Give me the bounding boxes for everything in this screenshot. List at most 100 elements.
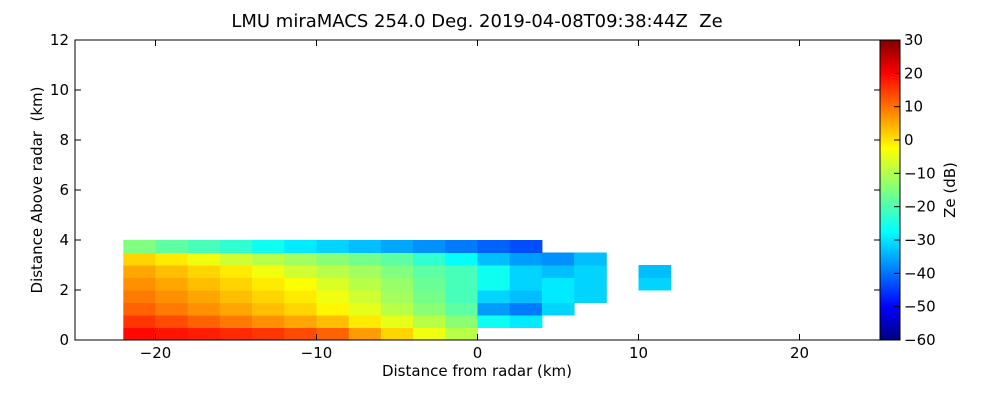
heatmap-cell bbox=[219, 277, 253, 291]
heatmap-cell bbox=[252, 240, 285, 253]
heatmap-cell bbox=[348, 240, 382, 253]
colorbar-tick-label: −10 bbox=[904, 164, 936, 182]
y-tick-label: 10 bbox=[50, 81, 69, 99]
y-axis-label: Distance Above radar (km) bbox=[28, 87, 46, 294]
colorbar-tick-label: 20 bbox=[904, 64, 923, 82]
colorbar-tick-label: −50 bbox=[904, 298, 936, 316]
heatmap-cell bbox=[445, 290, 478, 303]
heatmap-cell bbox=[123, 277, 156, 291]
x-tick-label: 20 bbox=[790, 344, 809, 362]
heatmap-cell bbox=[348, 327, 382, 341]
heatmap-cell bbox=[413, 252, 446, 266]
heatmap-cell bbox=[219, 302, 253, 316]
heatmap-cell bbox=[509, 240, 543, 253]
heatmap-cell bbox=[252, 265, 285, 278]
heatmap-cell bbox=[155, 302, 189, 316]
y-tick-label: 2 bbox=[59, 281, 69, 299]
heatmap-cell bbox=[477, 302, 511, 316]
heatmap-cell bbox=[284, 277, 317, 291]
heatmap-cell bbox=[574, 252, 607, 266]
heatmap-cell bbox=[252, 290, 285, 303]
heatmap-cell bbox=[187, 240, 221, 253]
heatmap-cell bbox=[187, 277, 221, 291]
heatmap-cell bbox=[284, 240, 317, 253]
heatmap-cell bbox=[252, 252, 285, 266]
colorbar-tick-label: 30 bbox=[904, 31, 923, 49]
y-tick-label: 6 bbox=[59, 181, 69, 199]
heatmap-cell bbox=[284, 290, 317, 303]
x-tick-label: 10 bbox=[629, 344, 648, 362]
heatmap-cell bbox=[413, 240, 446, 253]
heatmap-cell bbox=[219, 265, 253, 278]
heatmap-cell bbox=[187, 315, 221, 328]
heatmap-cell bbox=[477, 265, 511, 278]
heatmap-cell bbox=[155, 290, 189, 303]
heatmap-cell bbox=[219, 252, 253, 266]
heatmap-cell bbox=[123, 315, 156, 328]
heatmap-cell bbox=[413, 277, 446, 291]
heatmap-cell bbox=[187, 252, 221, 266]
heatmap-cell bbox=[380, 265, 414, 278]
heatmap-cell bbox=[445, 265, 478, 278]
heatmap-cell bbox=[445, 252, 478, 266]
heatmap-cell bbox=[477, 277, 511, 291]
heatmap-cell bbox=[380, 315, 414, 328]
heatmap-cell bbox=[348, 302, 382, 316]
heatmap-cell bbox=[348, 290, 382, 303]
heatmap-cell bbox=[123, 290, 156, 303]
colorbar-tick-label: −60 bbox=[904, 331, 936, 349]
heatmap-cell bbox=[413, 327, 446, 341]
heatmap-cell bbox=[155, 327, 189, 341]
heatmap-cell bbox=[123, 252, 156, 266]
heatmap-cell bbox=[316, 315, 350, 328]
heatmap-cell bbox=[316, 302, 350, 316]
x-tick-label: −20 bbox=[140, 344, 172, 362]
heatmap-cell bbox=[380, 290, 414, 303]
heatmap-cell bbox=[574, 277, 607, 291]
heatmap-cell bbox=[509, 290, 543, 303]
heatmap-cell bbox=[477, 240, 511, 253]
heatmap-cell bbox=[155, 252, 189, 266]
heatmap-cell bbox=[284, 302, 317, 316]
heatmap-cell bbox=[284, 265, 317, 278]
heatmap-cell bbox=[316, 252, 350, 266]
heatmap-cell bbox=[123, 265, 156, 278]
colorbar-tick-label: −40 bbox=[904, 264, 936, 282]
heatmap-cell bbox=[413, 290, 446, 303]
x-axis-label: Distance from radar (km) bbox=[382, 362, 572, 380]
heatmap-cell bbox=[316, 277, 350, 291]
heatmap-cell bbox=[187, 265, 221, 278]
heatmap-cell bbox=[380, 327, 414, 341]
heatmap-cell bbox=[380, 302, 414, 316]
heatmap-cell bbox=[445, 240, 478, 253]
heatmap-cell bbox=[574, 265, 607, 278]
heatmap-cell bbox=[123, 327, 156, 341]
heatmap-cell bbox=[574, 290, 607, 303]
heatmap-cell bbox=[187, 327, 221, 341]
heatmap-cell bbox=[541, 290, 575, 303]
heatmap-cell bbox=[155, 277, 189, 291]
heatmap-cell bbox=[187, 302, 221, 316]
heatmap-cell bbox=[284, 252, 317, 266]
x-tick-label: 0 bbox=[473, 344, 483, 362]
heatmap-cell bbox=[509, 315, 543, 328]
heatmap-cell bbox=[284, 315, 317, 328]
heatmap-cell bbox=[477, 290, 511, 303]
heatmap-cell bbox=[445, 327, 478, 341]
heatmap-cell bbox=[541, 302, 575, 316]
colorbar-tick-label: 0 bbox=[904, 131, 914, 149]
heatmap-cell bbox=[219, 240, 253, 253]
colorbar-label: Ze (dB) bbox=[941, 162, 959, 218]
chart-title: LMU miraMACS 254.0 Deg. 2019-04-08T09:38… bbox=[231, 11, 722, 32]
heatmap-cell bbox=[252, 302, 285, 316]
heatmap-cell bbox=[219, 327, 253, 341]
heatmap-cell bbox=[445, 277, 478, 291]
heatmap-cell bbox=[413, 315, 446, 328]
heatmap-cell bbox=[316, 327, 350, 341]
heatmap-cell bbox=[123, 240, 156, 253]
heatmap-cell bbox=[477, 252, 511, 266]
heatmap-cell bbox=[380, 277, 414, 291]
colorbar-tick-label: −30 bbox=[904, 231, 936, 249]
heatmap-cell bbox=[541, 277, 575, 291]
x-tick-label: −10 bbox=[301, 344, 333, 362]
